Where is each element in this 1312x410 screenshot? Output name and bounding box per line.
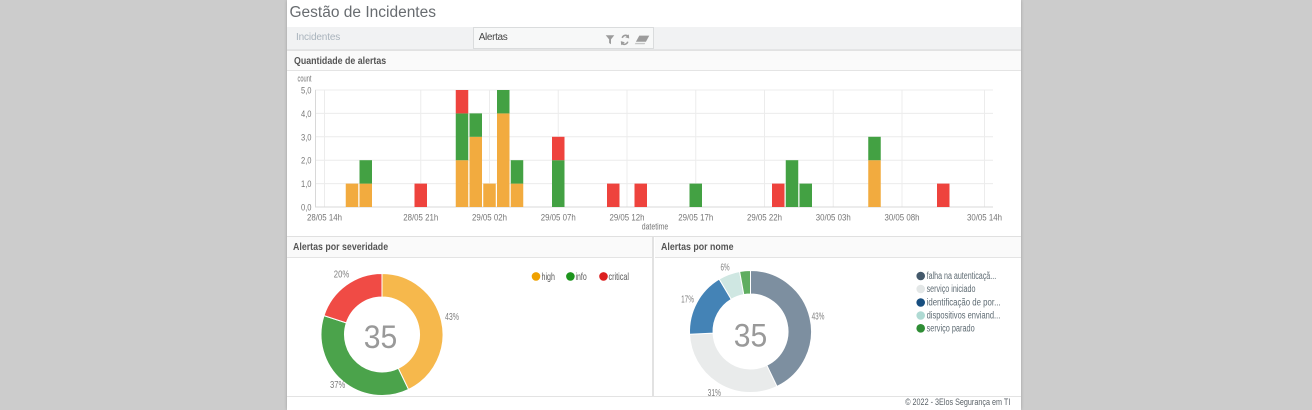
svg-text:35: 35 xyxy=(734,318,768,354)
svg-text:falha na autenticaçã...: falha na autenticaçã... xyxy=(927,271,997,282)
svg-text:high: high xyxy=(542,271,556,283)
svg-text:29/05 22h: 29/05 22h xyxy=(747,213,782,224)
svg-text:critical: critical xyxy=(609,271,630,283)
svg-text:4,0: 4,0 xyxy=(301,109,312,120)
svg-text:identificação de por...: identificação de por... xyxy=(927,298,1001,309)
svg-text:37%: 37% xyxy=(330,379,345,391)
svg-text:28/05 14h: 28/05 14h xyxy=(307,213,342,224)
svg-text:30/05 03h: 30/05 03h xyxy=(816,213,851,224)
svg-text:28/05 21h: 28/05 21h xyxy=(403,213,438,224)
svg-text:43%: 43% xyxy=(445,311,459,323)
svg-text:29/05 17h: 29/05 17h xyxy=(678,213,713,224)
svg-text:2,0: 2,0 xyxy=(301,156,312,167)
svg-text:29/05 12h: 29/05 12h xyxy=(610,213,645,224)
svg-text:0,0: 0,0 xyxy=(301,203,312,214)
svg-text:6%: 6% xyxy=(720,262,729,274)
svg-text:serviço parado: serviço parado xyxy=(927,324,976,335)
svg-text:30/05 08h: 30/05 08h xyxy=(885,213,920,224)
svg-text:dispositivos enviand...: dispositivos enviand... xyxy=(927,311,1001,322)
svg-text:count: count xyxy=(298,74,312,85)
svg-text:30/05 14h: 30/05 14h xyxy=(967,213,1002,224)
svg-text:3,0: 3,0 xyxy=(301,132,312,143)
svg-text:info: info xyxy=(576,271,587,283)
svg-text:31%: 31% xyxy=(708,387,721,396)
svg-text:20%: 20% xyxy=(334,269,349,281)
svg-text:datetime: datetime xyxy=(642,222,669,233)
svg-text:43%: 43% xyxy=(812,311,825,323)
svg-text:1,0: 1,0 xyxy=(301,179,312,190)
svg-text:17%: 17% xyxy=(681,294,694,306)
svg-text:5,0: 5,0 xyxy=(301,86,312,97)
svg-text:29/05 02h: 29/05 02h xyxy=(472,213,507,224)
svg-text:29/05 07h: 29/05 07h xyxy=(541,213,576,224)
svg-text:serviço iniciado: serviço iniciado xyxy=(927,284,976,295)
svg-text:35: 35 xyxy=(364,319,398,355)
